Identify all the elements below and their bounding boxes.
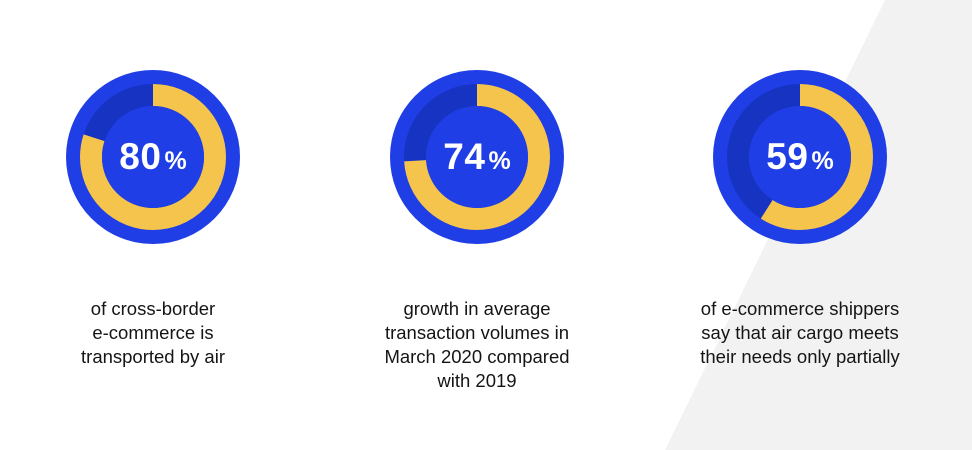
caption-line: of e-commerce shippers [700, 298, 900, 319]
donut-progress-arc [727, 84, 873, 230]
stat-value: 74% [337, 136, 617, 178]
caption-line: March 2020 compared [384, 346, 570, 367]
donut-progress-arc [80, 84, 226, 230]
donut-inner-disc [749, 106, 851, 208]
donut-chart [390, 70, 564, 244]
stat-caption: growth in average transaction volumes in… [337, 297, 617, 393]
value-unit: % [811, 147, 834, 175]
caption-line: e-commerce is [92, 322, 214, 343]
caption-line: say that air cargo meets [701, 322, 899, 343]
value-unit: % [488, 147, 511, 175]
stat-caption: of cross-border e-commerce is transporte… [13, 297, 293, 369]
donut-inner-disc [426, 106, 528, 208]
caption-line: their needs only partially [700, 346, 900, 367]
donut-progress-arc [404, 84, 550, 230]
caption-line: transported by air [81, 346, 225, 367]
donut-chart [66, 70, 240, 244]
value-unit: % [164, 147, 187, 175]
stat-value: 59% [660, 136, 940, 178]
value-number: 74 [443, 136, 486, 177]
value-number: 80 [119, 136, 162, 177]
stat-caption: of e-commerce shippers say that air carg… [660, 297, 940, 369]
donut-inner-disc [102, 106, 204, 208]
caption-line: of cross-border [90, 298, 216, 319]
caption-line: growth in average [403, 298, 551, 319]
caption-line: with 2019 [437, 370, 517, 391]
stat-value: 80% [13, 136, 293, 178]
value-number: 59 [766, 136, 809, 177]
caption-line: transaction volumes in [384, 322, 570, 343]
donut-chart [713, 70, 887, 244]
